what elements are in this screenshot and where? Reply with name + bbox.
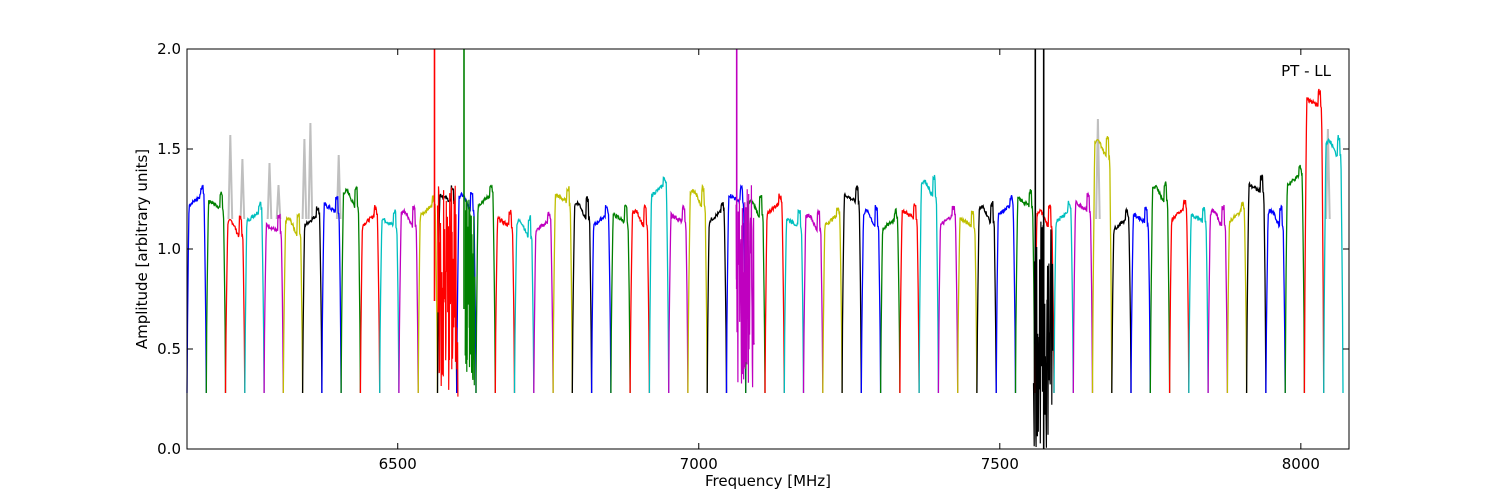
background-peak-0 [227,134,234,220]
band-series-13 [436,185,458,394]
band-series-9 [359,205,381,394]
band-series-4 [263,213,284,394]
band-series-7 [321,195,342,394]
band-series-2 [224,215,246,394]
band-series-59 [1323,135,1344,394]
band-series-54 [1226,201,1248,394]
y-tick-label-2: 1.0 [157,240,181,258]
band-series-55 [1245,174,1267,394]
band-series-10 [379,209,400,394]
band-series-22 [610,204,631,394]
x-tick-label-0: 6500 [379,455,417,473]
y-tick-label-0: 0.0 [157,440,181,458]
band-series-52 [1188,206,1209,394]
y-axis-label: Amplitude [arbitrary units] [133,149,151,349]
band-series-15 [475,184,496,394]
band-series-23 [629,204,651,394]
band-series-0 [186,184,207,394]
band-series [186,88,1344,394]
x-tick-label-1: 7000 [680,455,718,473]
band-series-1 [205,191,227,394]
band-series-17 [513,215,535,394]
band-series-57 [1284,164,1306,394]
background-peak-1 [239,158,246,220]
y-tick-label-3: 1.5 [157,140,181,158]
band-series-20 [571,196,593,394]
band-series-46 [1072,191,1094,394]
axis-ticks: 6500 7000 7500 8000 0.0 0.5 1.0 1.5 2.0 [157,40,1349,473]
band-series-18 [533,211,554,394]
band-series-32 [802,208,824,394]
band-series-56 [1265,204,1286,394]
band-series-26 [687,183,708,394]
band-series-42 [995,195,1017,394]
band-series-33 [822,207,843,394]
band-series-53 [1207,204,1229,394]
plot-background [187,49,1349,449]
y-tick-label-4: 2.0 [157,40,181,58]
background-peak-4 [301,138,308,220]
band-series-35 [860,205,882,394]
background-peak-8 [1325,128,1331,220]
band-series-48 [1111,206,1132,394]
band-series-3 [244,201,265,394]
x-axis-label: Frequency [MHz] [705,472,831,490]
band-series-41 [976,200,997,394]
noisy-region-0 [436,185,459,397]
band-series-31 [783,209,805,394]
band-series-25 [668,204,689,394]
band-series-8 [340,185,362,394]
background-peak-7 [1095,118,1101,220]
y-tick-label-1: 0.5 [157,340,181,358]
band-series-38 [918,174,940,394]
background-peak-2 [266,162,273,220]
x-tick-label-3: 8000 [1282,455,1320,473]
x-tick-label-2: 7500 [981,455,1019,473]
band-series-27 [706,201,728,394]
band-series-11 [398,204,419,394]
band-series-24 [648,176,670,394]
band-series-49 [1130,206,1151,394]
band-series-39 [937,205,959,394]
band-series-50 [1149,181,1171,394]
background-peak-3 [275,184,282,220]
band-series-6 [301,206,323,394]
band-series-45 [1053,200,1074,394]
band-series-16 [494,209,516,394]
noisy-region-1 [464,199,476,386]
noisy-region-2 [735,185,755,388]
background-peak-5 [307,122,314,220]
band-series-58 [1303,88,1325,394]
band-series-34 [841,184,862,394]
band-series-47 [1091,136,1113,394]
plot-annotation: PT - LL [1281,62,1332,80]
band-series-30 [764,193,785,394]
band-series-40 [957,210,978,394]
band-series-19 [552,186,573,394]
band-series-21 [590,205,612,394]
band-series-37 [899,203,920,394]
band-series-5 [282,213,304,394]
band-series-51 [1168,199,1190,394]
band-series-36 [879,207,901,394]
rfi-spikes [433,49,1054,449]
band-series-43 [1014,189,1036,394]
